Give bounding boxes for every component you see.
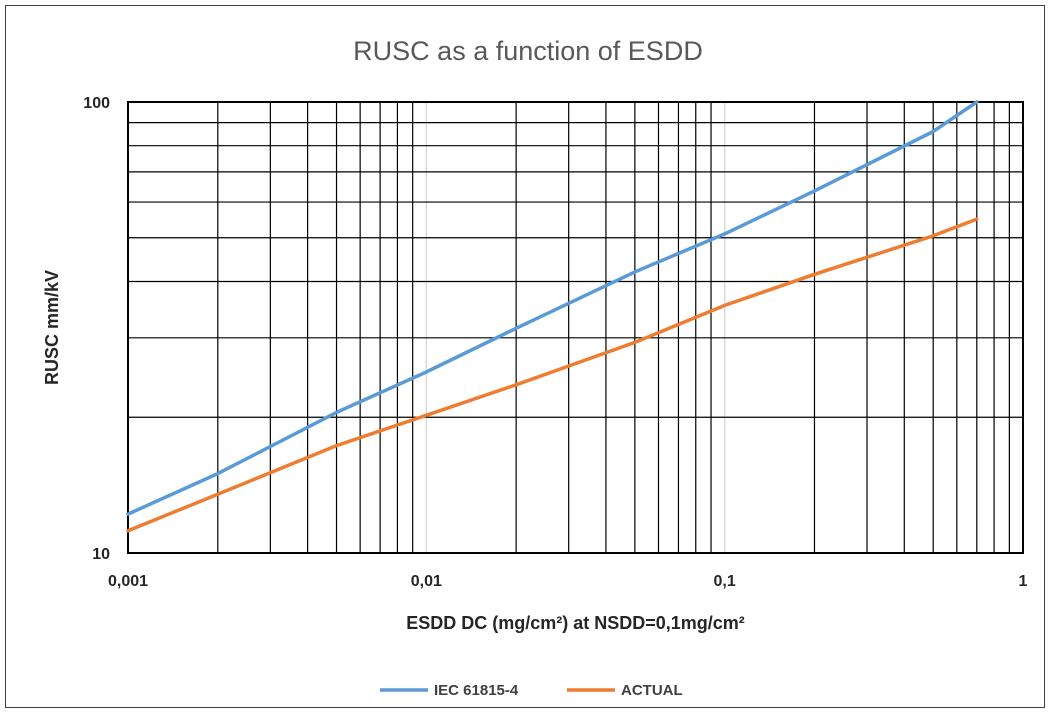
- series-line-1: [126, 100, 979, 516]
- x-tick-label: 0,001: [108, 573, 148, 590]
- x-axis-title: ESDD DC (mg/cm²) at NSDD=0,1mg/cm²: [406, 613, 745, 633]
- series-group: [126, 100, 979, 533]
- x-tick-label: 0,1: [714, 573, 736, 590]
- chart-title: RUSC as a function of ESDD: [353, 36, 703, 66]
- series-line-2: [126, 217, 979, 533]
- x-tick-label: 1: [1019, 573, 1028, 590]
- x-tick-label: 0,01: [411, 573, 442, 590]
- y-axis-title: RUSC mm/kV: [42, 270, 62, 385]
- tick-labels: 0,001 0,01 0,1 1 10 100: [83, 95, 1027, 590]
- grid-lines: [128, 102, 1023, 553]
- legend-label-1: IEC 61815-4: [434, 682, 519, 699]
- y-tick-label: 10: [92, 546, 110, 563]
- y-tick-label: 100: [83, 95, 110, 112]
- plot-border: [127, 101, 1024, 554]
- legend-label-2: ACTUAL: [621, 682, 683, 699]
- legend: IEC 61815-4 ACTUAL: [380, 682, 683, 699]
